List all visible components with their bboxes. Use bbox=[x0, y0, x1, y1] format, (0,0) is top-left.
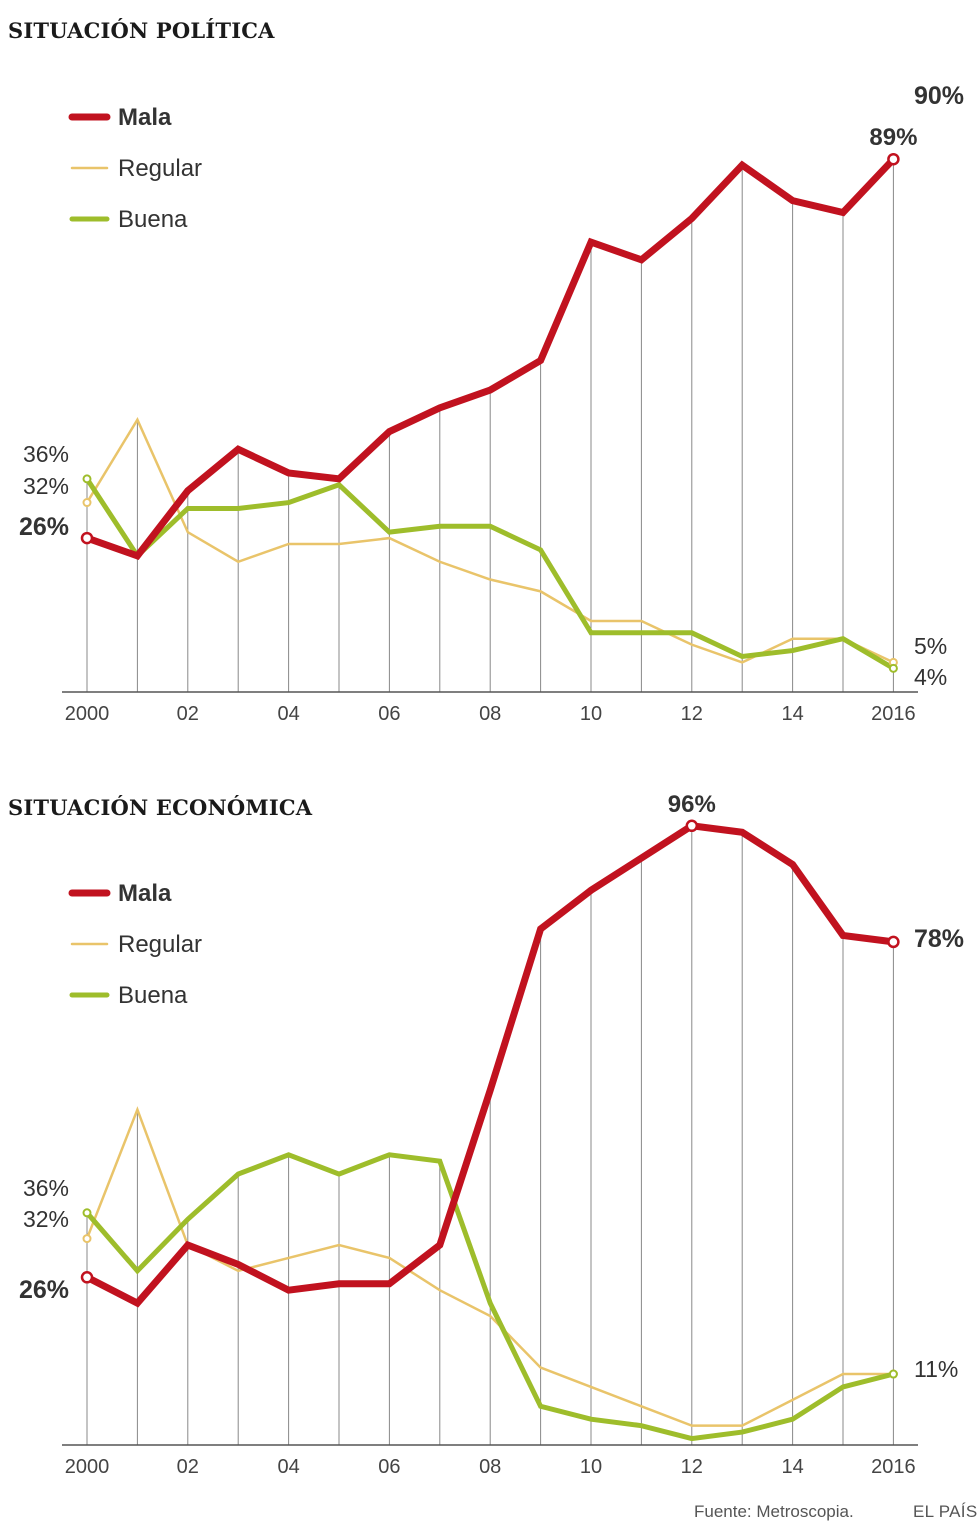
start-value-label: 32% bbox=[23, 473, 69, 499]
endpoint-marker-buena bbox=[888, 663, 898, 673]
series-line-regular bbox=[85, 1106, 894, 1427]
endpoint-marker-mala bbox=[887, 152, 900, 166]
end-value-label: 90% bbox=[914, 82, 964, 110]
endpoint-marker-mala bbox=[80, 531, 94, 545]
peak-label: 89% bbox=[869, 124, 917, 151]
start-value-label: 26% bbox=[19, 513, 69, 541]
legend-label: Mala bbox=[118, 880, 172, 907]
end-value-label: 11% bbox=[914, 1356, 958, 1382]
series-line-buena bbox=[85, 1152, 895, 1442]
x-tick-label: 10 bbox=[580, 703, 602, 725]
endpoint-marker-mala bbox=[80, 1271, 94, 1284]
legend-label: Regular bbox=[118, 155, 202, 182]
x-tick-label: 14 bbox=[781, 1456, 803, 1478]
start-value-label: 36% bbox=[23, 1175, 69, 1201]
end-value-label: 5% bbox=[914, 633, 947, 659]
legend-label: Regular bbox=[118, 931, 202, 958]
series-line-mala bbox=[85, 822, 894, 1308]
x-tick-label: 02 bbox=[177, 1456, 199, 1478]
x-tick-label: 06 bbox=[378, 1456, 400, 1478]
brand-label: EL PAÍS bbox=[913, 1502, 978, 1521]
peak-label: 96% bbox=[668, 791, 716, 818]
x-tick-label: 08 bbox=[479, 703, 501, 725]
start-value-label: 32% bbox=[23, 1206, 69, 1232]
x-tick-label: 2016 bbox=[871, 1456, 916, 1478]
start-value-label: 36% bbox=[23, 441, 69, 467]
endpoint-marker-buena bbox=[82, 474, 92, 484]
series-line-buena bbox=[84, 477, 895, 671]
endpoint-marker-regular bbox=[82, 498, 92, 508]
endpoint-marker-buena bbox=[888, 1369, 898, 1379]
endpoint-marker-buena bbox=[82, 1208, 92, 1218]
x-tick-label: 2000 bbox=[65, 703, 110, 725]
legend-label: Buena bbox=[118, 982, 188, 1009]
chart-title-politica: SITUACIÓN POLÍTICA bbox=[8, 18, 275, 43]
x-tick-label: 06 bbox=[378, 703, 400, 725]
end-value-label: 78% bbox=[914, 925, 964, 953]
x-tick-label: 04 bbox=[277, 703, 299, 725]
endpoint-marker-regular bbox=[82, 1234, 92, 1244]
source-note: Fuente: Metroscopia. bbox=[694, 1502, 854, 1521]
x-tick-label: 12 bbox=[681, 1456, 703, 1478]
x-tick-label: 10 bbox=[580, 1456, 602, 1478]
legend-label: Buena bbox=[118, 206, 188, 233]
peak-marker bbox=[685, 819, 699, 833]
x-tick-label: 08 bbox=[479, 1456, 501, 1478]
start-value-label: 26% bbox=[19, 1276, 69, 1304]
chart-title-economica: SITUACIÓN ECONÓMICA bbox=[8, 795, 313, 820]
x-tick-label: 14 bbox=[781, 703, 803, 725]
end-value-label: 4% bbox=[914, 664, 947, 690]
x-tick-label: 12 bbox=[681, 703, 703, 725]
endpoint-marker-mala bbox=[887, 935, 900, 949]
x-tick-label: 2016 bbox=[871, 703, 916, 725]
series-line-mala bbox=[85, 156, 896, 560]
x-tick-label: 04 bbox=[277, 1456, 299, 1478]
x-tick-label: 02 bbox=[177, 703, 199, 725]
x-tick-label: 2000 bbox=[65, 1456, 110, 1478]
legend-label: Mala bbox=[118, 104, 172, 131]
